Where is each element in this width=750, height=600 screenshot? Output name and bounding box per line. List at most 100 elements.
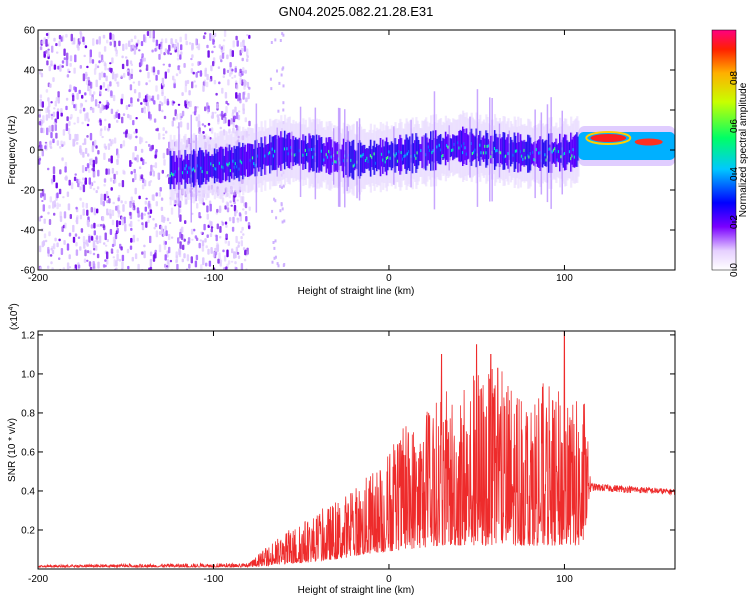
spectrogram-noise (43, 218, 46, 224)
snr-xtick-label: -200 (28, 574, 48, 585)
spectrogram-noise (109, 41, 112, 46)
spectrogram-noise (130, 220, 133, 228)
spectrogram-cell (317, 140, 320, 168)
spectrogram-cell (312, 135, 315, 172)
spectrogram-noise (248, 34, 251, 39)
spectrogram-noise (218, 252, 221, 259)
spectrogram-cell (459, 129, 462, 163)
spectrogram-noise (97, 104, 100, 109)
spectrogram-cell (527, 134, 530, 173)
spectrogram-noise (193, 228, 196, 232)
spectrogram-noise (86, 250, 90, 254)
spectrogram-cell (261, 143, 264, 170)
spectrogram-noise (180, 233, 184, 240)
spectrogram-cell (559, 133, 562, 172)
spectrogram-noise (96, 253, 100, 259)
spectrogram-noise (127, 113, 130, 119)
spectrogram-cell (476, 89, 479, 207)
spectrogram-noise (122, 43, 125, 51)
spectrogram-noise (191, 63, 194, 67)
spectrogram-cell (351, 140, 354, 179)
spectrogram-noise (235, 92, 238, 99)
spectrogram-noise (102, 223, 105, 229)
spectrogram-noise (236, 84, 239, 90)
spectrogram-noise (109, 81, 112, 87)
spectrogram-noise (84, 113, 87, 122)
spectrogram-cell (422, 135, 425, 170)
spectrogram-noise (81, 202, 85, 208)
spectrogram-cell (373, 152, 376, 156)
spectrogram-cell (282, 137, 285, 164)
spectrogram-noise (103, 183, 106, 187)
spectrogram-noise (152, 37, 155, 43)
spectrogram-noise (44, 141, 48, 144)
spectrogram-noise (242, 103, 245, 111)
spectrogram-cell (281, 137, 284, 164)
spectrogram-noise (154, 249, 157, 253)
spectrogram-noise (162, 127, 165, 131)
spectrogram-cell (556, 144, 559, 162)
spectrogram-noise (108, 123, 111, 129)
spectrogram-noise (149, 209, 153, 214)
spectrogram-cell (345, 142, 348, 175)
spectrogram-cell (562, 137, 565, 168)
spectrogram-cell (534, 109, 536, 199)
spectrogram-noise (155, 201, 158, 207)
spectrogram-noise (231, 226, 235, 232)
spectrogram-cell (301, 140, 304, 164)
spectrogram-cell (404, 139, 407, 169)
spectrogram-noise (52, 138, 55, 144)
spectrogram-noise (163, 159, 166, 166)
spectrogram-noise (130, 227, 133, 231)
spectrogram-noise (148, 79, 151, 83)
spectrogram-noise (110, 248, 114, 254)
spectrogram-noise (120, 98, 123, 105)
spectrogram-noise (180, 44, 183, 51)
spectrogram-noise (147, 219, 150, 223)
spectrogram-noise (89, 132, 93, 141)
spectrogram-noise (65, 105, 68, 111)
spectrogram-cell (278, 137, 282, 166)
spectrogram-noise (145, 141, 148, 144)
spectrogram-noise (56, 140, 60, 146)
spectrogram-cell (227, 163, 230, 167)
spectrogram-noise (206, 44, 209, 49)
spectrogram-cell (361, 154, 364, 158)
spectrogram-cell (487, 139, 490, 160)
spectrogram-noise (165, 130, 168, 134)
spectrogram-noise (181, 258, 184, 263)
spectrogram-noise (78, 181, 81, 184)
colorbar-tick-label: 0.2 (729, 215, 740, 229)
spectrogram-noise (69, 214, 72, 219)
spectrogram-noise (118, 40, 121, 47)
spectrogram-noise (111, 243, 115, 248)
spectrogram-noise (72, 95, 75, 102)
spectrogram-noise (118, 258, 122, 262)
spectrogram-cell (339, 108, 341, 207)
spectrogram-noise (191, 42, 194, 50)
spectrogram-noise (86, 65, 89, 69)
spectrogram-noise (111, 139, 114, 145)
spectrogram-noise (144, 200, 147, 205)
spectrogram-cell (254, 140, 257, 177)
spectrogram-noise (172, 101, 176, 104)
spectrogram-noise (160, 225, 163, 231)
spectrogram-cell (433, 91, 436, 210)
spectrogram-noise (73, 104, 76, 109)
spectrogram-noise (78, 89, 81, 94)
spectrogram-noise (133, 47, 137, 55)
spectrogram-cell (441, 140, 444, 158)
spectrogram-noise (72, 138, 75, 147)
spectrogram-cell (404, 154, 407, 158)
spectrogram-noise (281, 67, 284, 71)
spectrogram-cell (169, 150, 172, 190)
spectrogram-noise (169, 259, 173, 263)
spectrogram-noise (56, 202, 59, 210)
spectrogram-noise (66, 262, 70, 270)
spectrogram-noise (228, 217, 232, 222)
spectrogram-cell (380, 147, 384, 167)
spectrogram-noise (51, 249, 55, 255)
spectrogram-cell (508, 130, 511, 173)
spectrogram-noise (94, 63, 98, 70)
spectrogram-noise (216, 208, 219, 213)
